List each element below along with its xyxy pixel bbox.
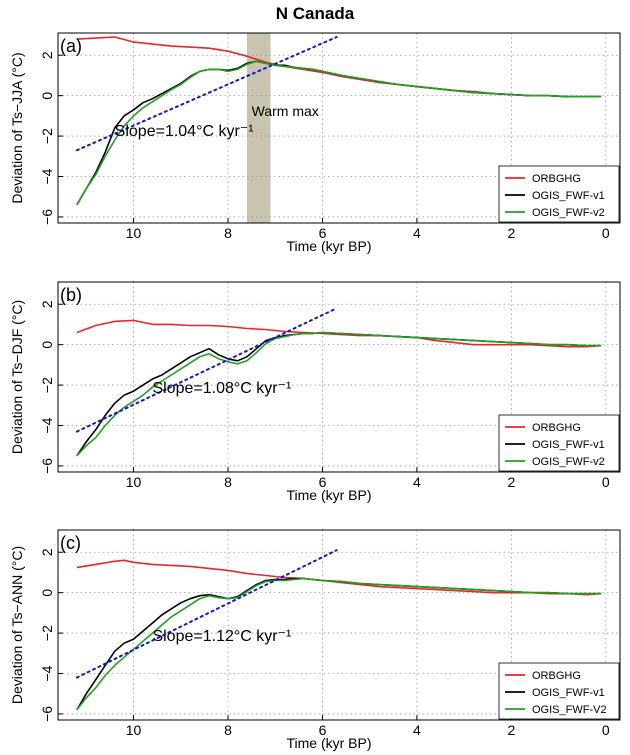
warm-max-shading	[246, 33, 271, 223]
x-axis-label: Time (kyr BP)	[286, 487, 371, 503]
x-tick-label: 6	[319, 225, 327, 241]
y-tick-label: 0	[39, 589, 55, 597]
x-tick-label: 0	[602, 225, 610, 241]
x-axis-label: Time (kyr BP)	[286, 735, 371, 751]
legend-label: ORBGHG	[532, 173, 581, 185]
x-tick-label: 8	[224, 722, 232, 738]
x-tick-label: 8	[224, 474, 232, 490]
panel-label: (c)	[60, 533, 81, 553]
y-tick-label: 2	[39, 548, 55, 556]
x-axis-label: Time (kyr BP)	[286, 238, 371, 254]
y-tick-label: 0	[39, 92, 55, 100]
series-line-ogis-fwf-v2	[76, 331, 602, 457]
series-line-ogis-fwf-v2	[76, 60, 602, 206]
y-tick-label: 2	[39, 51, 55, 59]
y-tick-label: 2	[39, 300, 55, 308]
panel-label: (b)	[60, 285, 82, 305]
plot-frame	[57, 32, 621, 224]
plot-frame	[57, 529, 621, 721]
x-tick-label: 2	[507, 225, 515, 241]
x-tick-label: 10	[126, 722, 142, 738]
slope-annotation: Slope=1.12°C kyr⁻¹	[152, 628, 291, 645]
panel-2: 10 8 6 4 2 0 −6 −4 −2 0 2 Time (kyr BP) Deviation of…	[9, 281, 621, 503]
y-tick-label: −6	[39, 458, 55, 474]
plot-frame	[57, 281, 621, 473]
legend: ORBGHG OGIS_FWF-v1 OGIS_FWF-v2	[498, 414, 620, 472]
legend-label: ORBGHG	[532, 670, 581, 682]
slope-line	[75, 549, 338, 679]
x-tick-label: 0	[602, 722, 610, 738]
series-line-orbghg	[76, 319, 602, 348]
legend-label: OGIS_FWF-v2	[532, 456, 605, 468]
panel-3: 10 8 6 4 2 0 −6 −4 −2 0 2 Time (kyr BP) Deviation of…	[9, 529, 621, 751]
x-tick-label: 8	[224, 225, 232, 241]
legend-box	[498, 414, 620, 472]
y-tick-label: −2	[39, 625, 55, 641]
figure-title: N Canada	[275, 4, 355, 23]
y-axis-label: Deviation of Ts−JJA (°C)	[9, 52, 25, 203]
legend-label: OGIS_FWF-V2	[532, 704, 607, 716]
x-tick-label: 6	[319, 722, 327, 738]
y-tick-label: −6	[39, 209, 55, 225]
legend-label: OGIS_FWF-v1	[532, 190, 605, 202]
slope-line	[75, 307, 338, 433]
y-tick-label: −4	[39, 665, 55, 681]
y-tick-label: 0	[39, 341, 55, 349]
series-line-ogis-fwf-v2	[76, 577, 602, 711]
x-tick-label: 4	[413, 225, 421, 241]
y-tick-label: −6	[39, 706, 55, 722]
legend: ORBGHG OGIS_FWF-v1 OGIS_FWF-V2	[498, 662, 620, 720]
slope-line	[75, 36, 338, 152]
series-line-orbghg	[76, 559, 602, 596]
x-tick-label: 2	[507, 722, 515, 738]
slope-annotation: Slope=1.08°C kyr⁻¹	[152, 380, 291, 397]
y-tick-label: −2	[39, 377, 55, 393]
x-tick-label: 0	[602, 474, 610, 490]
y-axis-label: Deviation of Ts−DJF (°C)	[9, 300, 25, 454]
panel-label: (a)	[60, 36, 82, 56]
panel-1: 10 8 6 4 2 0 −6 −4 −2 0 2 Time (kyr BP) Deviation of…	[9, 32, 621, 254]
series-line-orbghg	[76, 36, 602, 98]
warm-max-label: Warm max	[252, 103, 319, 119]
legend-label: OGIS_FWF-v1	[532, 439, 605, 451]
x-tick-label: 2	[507, 474, 515, 490]
x-tick-label: 4	[413, 474, 421, 490]
y-tick-label: −2	[39, 128, 55, 144]
y-tick-label: −4	[39, 168, 55, 184]
x-tick-label: 10	[126, 225, 142, 241]
y-tick-label: −4	[39, 417, 55, 433]
x-tick-label: 4	[413, 722, 421, 738]
y-axis-label: Deviation of Ts−ANN (°C)	[9, 546, 25, 704]
legend: ORBGHG OGIS_FWF-v1 OGIS_FWF-v2	[498, 165, 620, 223]
legend-label: OGIS_FWF-v1	[532, 687, 605, 699]
x-tick-label: 10	[126, 474, 142, 490]
x-tick-label: 6	[319, 474, 327, 490]
legend-label: OGIS_FWF-v2	[532, 207, 605, 219]
legend-label: ORBGHG	[532, 422, 581, 434]
slope-annotation: Slope=1.04°C kyr⁻¹	[115, 123, 254, 140]
